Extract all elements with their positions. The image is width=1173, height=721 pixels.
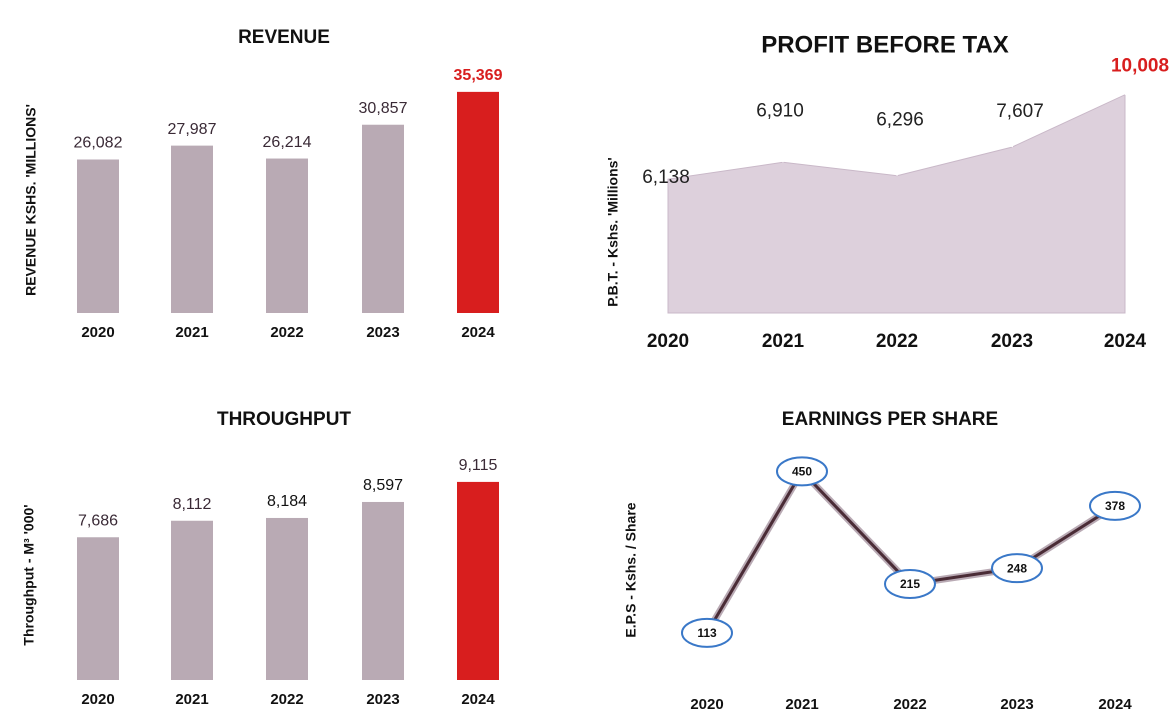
x-tick-label: 2024 [1098, 696, 1132, 713]
x-tick-label: 2020 [690, 696, 723, 713]
x-tick-label: 2024 [461, 324, 495, 341]
area [667, 93, 1126, 314]
leader-line [1124, 78, 1141, 96]
y-axis-label: REVENUE KSHS. 'MILLIONS' [23, 104, 39, 296]
value-label: 113 [697, 626, 717, 640]
x-tick-label: 2023 [366, 324, 399, 341]
chart-title: THROUGHPUT [217, 409, 351, 430]
value-label: 248 [1007, 561, 1027, 575]
bar [77, 537, 119, 680]
value-label: 26,214 [263, 134, 312, 151]
value-label: 9,115 [459, 457, 498, 474]
x-tick-label: 2022 [270, 691, 303, 708]
leader-line [779, 123, 784, 163]
value-label: 30,857 [359, 100, 408, 117]
x-tick-label: 2021 [762, 331, 805, 352]
marker [776, 456, 828, 487]
line-shadow [703, 467, 1117, 635]
line [705, 469, 1116, 634]
y-axis-label: E.P.S - Kshs. / Share [623, 502, 639, 637]
chart-title: REVENUE [238, 27, 330, 48]
marker [884, 568, 936, 599]
y-axis-label: P.B.T. - Kshs. 'Millions' [605, 157, 621, 307]
x-tick-label: 2020 [81, 691, 114, 708]
x-tick-label: 2023 [991, 331, 1033, 352]
value-label: 26,082 [74, 135, 123, 152]
bar [457, 481, 499, 680]
x-tick-label: 2024 [461, 691, 495, 708]
marker [991, 553, 1043, 584]
value-label: 378 [1105, 499, 1125, 513]
leader-line [896, 132, 901, 176]
x-tick-label: 2020 [647, 331, 689, 352]
bar [171, 520, 213, 680]
bar [362, 124, 404, 313]
bar [77, 159, 119, 313]
value-label: 6,296 [876, 110, 924, 131]
y-axis-label: Throughput - M³ '000' [21, 504, 37, 645]
value-label: 215 [900, 577, 920, 591]
x-tick-label: 2023 [366, 691, 399, 708]
value-label: 8,112 [173, 496, 212, 513]
value-label: 35,369 [454, 67, 503, 84]
marker [681, 617, 733, 648]
leader-line [1011, 123, 1021, 148]
x-tick-label: 2020 [81, 324, 114, 341]
value-label: 7,607 [996, 101, 1044, 122]
chart-title: PROFIT BEFORE TAX [761, 31, 1009, 58]
bar [266, 517, 308, 680]
value-label: 10,008 [1111, 56, 1169, 77]
bar [362, 501, 404, 680]
x-tick-label: 2024 [1104, 331, 1147, 352]
value-label: 450 [792, 465, 812, 479]
value-label: 27,987 [168, 121, 217, 138]
x-tick-label: 2022 [876, 331, 918, 352]
bar [171, 145, 213, 313]
bar [457, 91, 499, 313]
value-label: 8,184 [267, 493, 307, 510]
x-tick-label: 2023 [1000, 696, 1033, 713]
bar [266, 158, 308, 313]
x-tick-label: 2022 [893, 696, 926, 713]
marker [1089, 490, 1141, 521]
value-label: 6,138 [642, 167, 690, 188]
chart-title: EARNINGS PER SHARE [782, 409, 998, 430]
value-label: 6,910 [756, 100, 804, 121]
x-tick-label: 2021 [785, 696, 818, 713]
value-label: 7,686 [78, 512, 118, 529]
x-tick-label: 2021 [175, 691, 208, 708]
x-tick-label: 2022 [270, 324, 303, 341]
value-label: 8,597 [363, 477, 403, 494]
x-tick-label: 2021 [175, 324, 208, 341]
